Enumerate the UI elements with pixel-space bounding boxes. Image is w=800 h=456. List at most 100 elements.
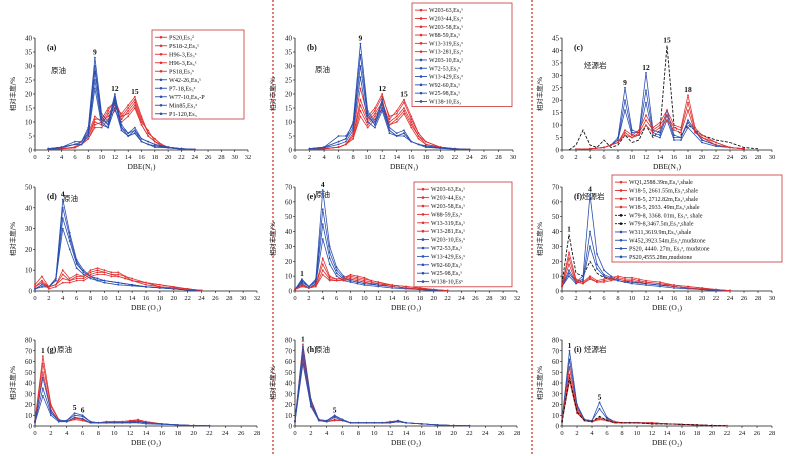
y-tick-label: 30	[552, 390, 560, 398]
data-point	[359, 87, 362, 90]
data-point	[61, 206, 64, 209]
data-point	[333, 419, 336, 422]
sample-type-label: 原油	[315, 64, 330, 74]
y-tick-label: 50	[552, 213, 560, 221]
data-point	[74, 143, 76, 146]
legend-marker	[619, 222, 623, 225]
data-point	[377, 282, 380, 285]
legend-entry: W203-10,Es₃ˣ	[431, 238, 465, 244]
data-point	[363, 279, 366, 282]
legend-marker	[619, 197, 623, 201]
data-point	[624, 109, 626, 112]
x-tick-label: 12	[643, 154, 650, 161]
data-point	[403, 132, 405, 135]
x-tick-label: 24	[458, 295, 465, 302]
x-tick-label: 12	[387, 430, 394, 437]
x-tick-label: 16	[159, 430, 166, 437]
data-point	[87, 137, 90, 140]
data-point	[81, 417, 84, 420]
x-tick-label: 16	[403, 295, 410, 302]
data-point	[81, 419, 84, 422]
data-point	[61, 273, 64, 276]
series-line	[294, 350, 470, 427]
legend-entry: W203-58,Es₃ˣ	[431, 204, 465, 210]
data-point	[68, 277, 71, 280]
series-line	[34, 273, 202, 291]
y-tick-label: 20	[285, 91, 293, 99]
data-point	[589, 275, 591, 278]
data-point	[94, 115, 96, 118]
peak-label: 4	[321, 180, 325, 189]
data-point	[673, 285, 675, 288]
data-point	[405, 287, 407, 289]
data-point	[359, 109, 362, 112]
x-tick-label: 14	[657, 295, 664, 302]
x-tick-label: 8	[352, 154, 355, 161]
data-point	[673, 287, 675, 289]
legend-entry: W79-8, 3368. 01m, Es₃ˣ, shale	[629, 213, 703, 219]
data-point	[307, 287, 310, 289]
x-tick-label: 22	[444, 295, 451, 302]
data-point	[107, 126, 110, 129]
data-point	[363, 281, 366, 283]
peak-label: 1	[41, 346, 45, 355]
data-point	[417, 137, 420, 140]
data-point	[41, 275, 43, 278]
x-tick-label: 16	[408, 154, 415, 161]
series-line	[561, 377, 728, 427]
legend-marker	[619, 247, 623, 250]
data-point	[405, 421, 407, 424]
data-point	[57, 420, 60, 423]
y-tick-label: 60	[552, 198, 560, 206]
y-tick-label: 80	[285, 337, 293, 345]
data-point	[68, 236, 71, 238]
x-tick-label: 26	[481, 154, 488, 161]
legend-entry: PS18,Es₃ˣ	[169, 68, 194, 75]
data-point	[103, 279, 106, 282]
data-point	[137, 421, 139, 424]
x-tick-label: 12	[127, 430, 134, 437]
data-point	[133, 129, 136, 132]
data-point	[176, 424, 179, 426]
data-point	[363, 276, 366, 279]
x-tick-label: 22	[713, 295, 720, 302]
data-point	[424, 144, 427, 147]
data-point	[82, 271, 85, 274]
data-point	[610, 279, 612, 282]
data-point	[73, 414, 76, 417]
peak-label: 4	[61, 189, 65, 198]
y-tick-label: 70	[552, 347, 560, 355]
panel-label: (g)	[47, 345, 57, 354]
data-point	[110, 275, 113, 278]
data-point	[631, 136, 633, 139]
data-point	[153, 146, 156, 149]
data-point	[117, 283, 120, 286]
data-point	[395, 132, 398, 135]
data-point	[645, 279, 647, 282]
data-point	[153, 144, 156, 147]
series-line	[294, 274, 448, 291]
data-point	[61, 281, 64, 284]
x-tick-label: 6	[602, 154, 606, 161]
x-tick-label: 0	[560, 154, 563, 161]
legend-marker	[619, 255, 623, 259]
data-point	[113, 98, 116, 101]
data-point	[107, 112, 110, 115]
data-point	[321, 263, 324, 266]
y-tick-label: 10	[285, 119, 293, 127]
y-tick-label: 30	[25, 225, 33, 233]
data-point	[42, 376, 44, 379]
data-point	[342, 278, 345, 281]
data-point	[113, 421, 116, 424]
data-point	[321, 269, 324, 272]
data-point	[120, 112, 123, 115]
x-tick-label: 0	[33, 154, 36, 161]
data-point	[729, 289, 731, 292]
data-point	[403, 109, 405, 112]
x-tick-label: 26	[741, 154, 748, 161]
data-point	[328, 245, 331, 248]
y-axis-label: 相对丰度/%	[8, 366, 17, 400]
data-point	[309, 405, 312, 408]
y-tick-label: 15	[285, 105, 293, 113]
